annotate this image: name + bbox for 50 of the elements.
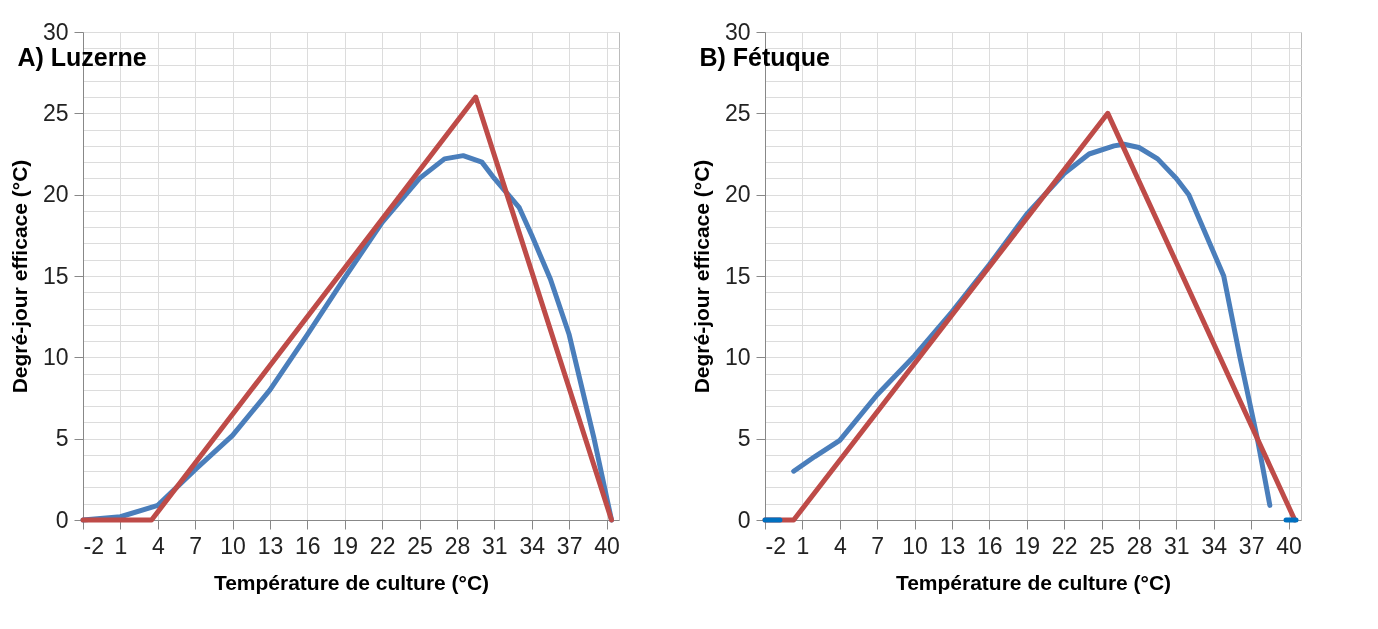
- y-tick-label: 10: [724, 343, 751, 370]
- x-tick-label: 40: [1276, 532, 1302, 559]
- y-tick-label: 20: [42, 181, 69, 208]
- y-tick-label: 0: [737, 506, 751, 533]
- x-tick-label: 13: [939, 532, 966, 559]
- x-tick-label: 31: [1164, 532, 1190, 559]
- y-tick-label: 5: [55, 425, 69, 452]
- x-tick-label: 16: [977, 532, 1003, 559]
- x-tick-label: 7: [189, 532, 203, 559]
- x-axis-title: Température de culture (°C): [213, 570, 490, 594]
- x-tick-label: 22: [1051, 532, 1078, 559]
- y-tick-label: 25: [42, 99, 69, 126]
- x-tick-label: 1: [114, 532, 128, 559]
- y-axis-title: Degré-jour efficace (°C): [689, 159, 713, 394]
- y-tick-label: 15: [42, 262, 69, 289]
- y-tick-label: 0: [55, 506, 69, 533]
- x-tick-label: 25: [407, 532, 433, 559]
- x-axis-title: Température de culture (°C): [895, 570, 1172, 594]
- x-tick-label: 22: [369, 532, 396, 559]
- y-tick-label: 30: [724, 18, 751, 45]
- x-tick-label: 19: [332, 532, 359, 559]
- x-tick-label: 34: [519, 532, 546, 559]
- x-tick-label: 37: [1238, 532, 1265, 559]
- x-tick-label: 28: [1126, 532, 1153, 559]
- x-tick-label: -2: [83, 532, 104, 559]
- x-tick-label: 13: [257, 532, 284, 559]
- chart-title: A) Luzerne: [17, 43, 147, 71]
- x-tick-label: 16: [295, 532, 321, 559]
- x-tick-label: 34: [1201, 532, 1228, 559]
- y-tick-label: 5: [737, 425, 751, 452]
- x-tick-label: 10: [902, 532, 928, 559]
- y-tick-label: 15: [724, 262, 751, 289]
- x-tick-label: 19: [1014, 532, 1041, 559]
- y-tick-label: 25: [724, 99, 751, 126]
- y-tick-label: 20: [724, 181, 751, 208]
- x-tick-label: 7: [871, 532, 885, 559]
- x-tick-label: 28: [444, 532, 471, 559]
- x-tick-label: 40: [594, 532, 620, 559]
- x-tick-label: 25: [1089, 532, 1115, 559]
- x-tick-label: 1: [796, 532, 810, 559]
- x-tick-label: -2: [765, 532, 786, 559]
- chart-title: B) Fétuque: [699, 43, 831, 71]
- y-axis-title: Degré-jour efficace (°C): [7, 159, 31, 394]
- y-tick-label: 10: [42, 343, 69, 370]
- x-tick-label: 37: [556, 532, 583, 559]
- x-tick-label: 4: [151, 532, 165, 559]
- x-tick-label: 31: [482, 532, 508, 559]
- x-tick-label: 10: [220, 532, 246, 559]
- x-tick-label: 4: [833, 532, 847, 559]
- y-tick-label: 30: [42, 18, 69, 45]
